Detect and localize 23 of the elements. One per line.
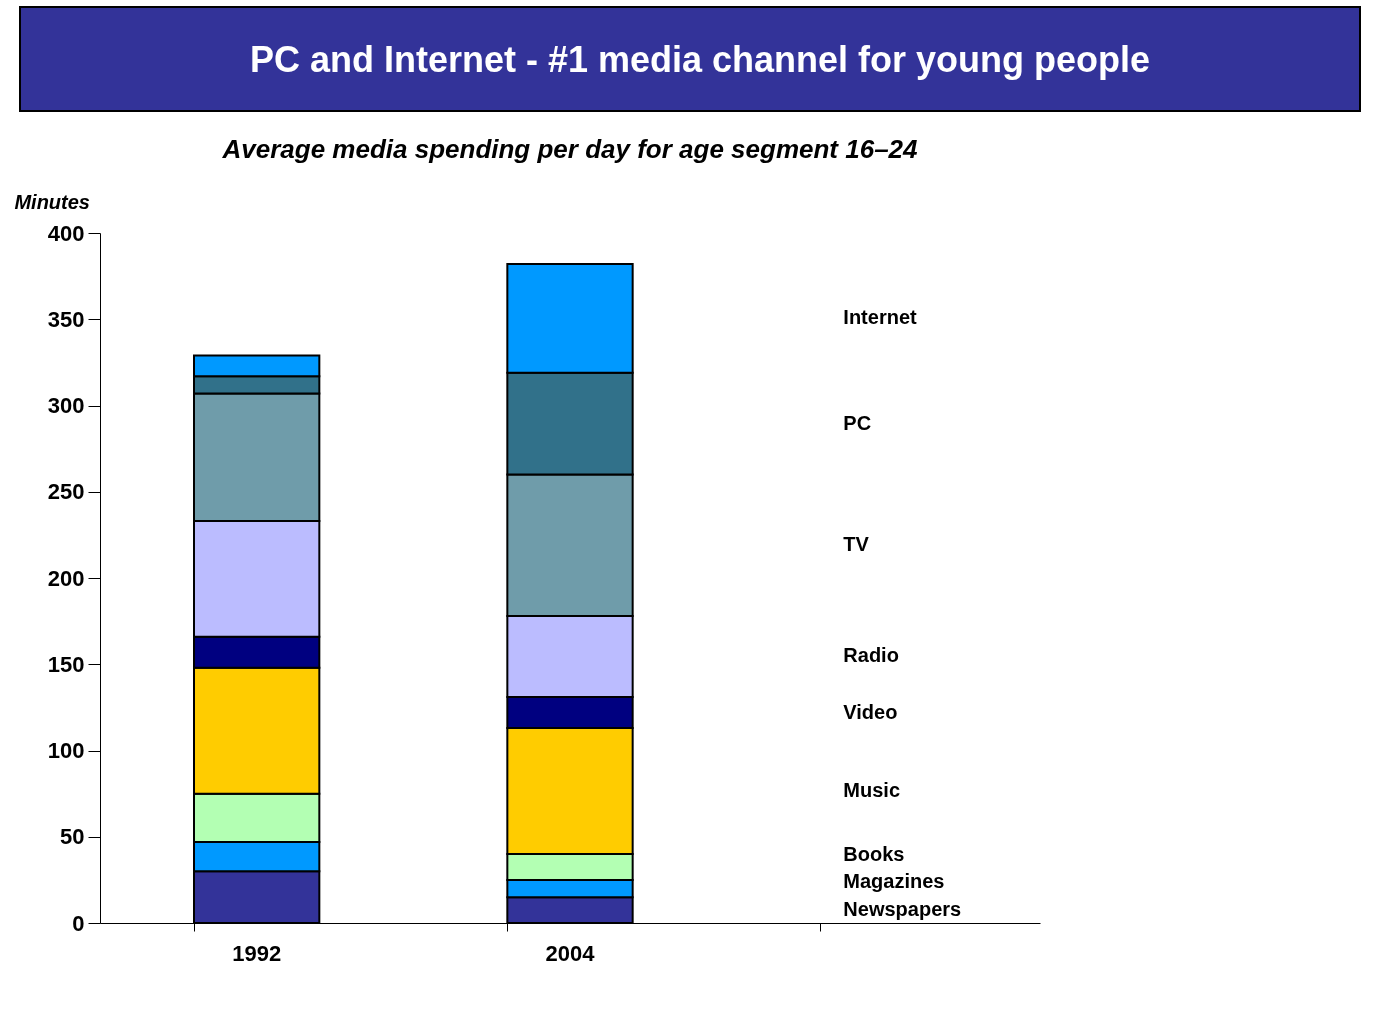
- text: PC: [843, 411, 872, 434]
- y-tick-label: 400: [47, 220, 85, 246]
- y-tick-label: 300: [47, 393, 85, 418]
- text: Newspapers: [843, 898, 962, 921]
- y-tick-label: 250: [47, 479, 85, 505]
- text: Internet: [843, 306, 918, 329]
- x-tick-label: 1992: [232, 940, 282, 966]
- y-tick-label: 200: [47, 565, 85, 591]
- chart-subtitle: Average media spending per day for age segment 16–24: [221, 134, 919, 164]
- text: TV: [843, 533, 870, 556]
- y-tick-label: 350: [47, 306, 85, 332]
- chart-title: PC and Internet - #1 media channel for young people: [249, 39, 1151, 80]
- text: Magazines: [843, 870, 945, 893]
- text: Radio: [843, 644, 899, 667]
- text: Video: [843, 700, 898, 723]
- text: Music: [843, 779, 901, 802]
- x-tick-label: 2004: [545, 940, 596, 966]
- y-tick-label: 50: [60, 824, 85, 850]
- y-tick-label: 100: [47, 738, 85, 763]
- y-tick-label: 150: [47, 651, 85, 677]
- y-axis-title: Minutes: [14, 191, 90, 213]
- text: Books: [843, 842, 905, 865]
- y-tick-label: 0: [72, 910, 85, 936]
